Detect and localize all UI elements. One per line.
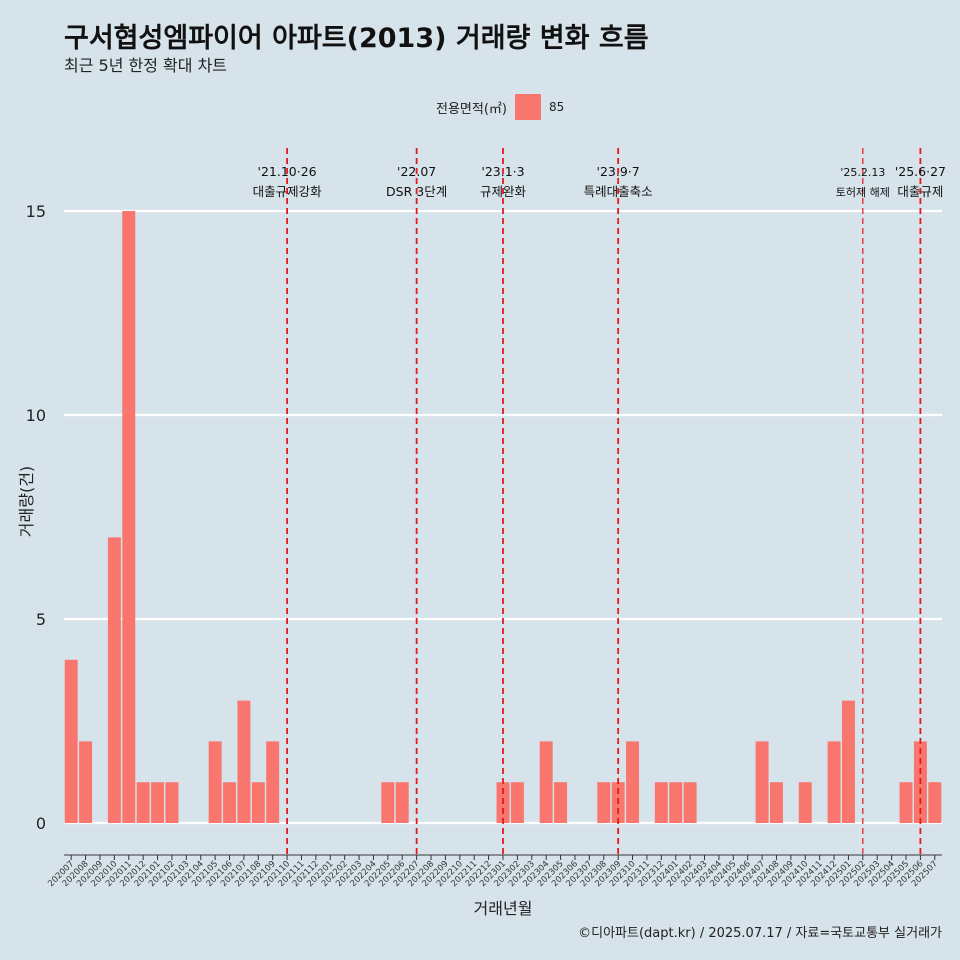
bar [510, 782, 524, 823]
event-date-label: '25.2.13 [840, 166, 885, 179]
bar [266, 741, 280, 823]
event-date-label: '21.10·26 [258, 164, 317, 179]
event-date-label: '23.9·7 [597, 164, 640, 179]
y-tick-label: 15 [26, 202, 46, 221]
bar [151, 782, 165, 823]
source-caption: ©디아파트(dapt.kr) / 2025.07.17 / 자료=국토교통부 실… [578, 926, 942, 941]
bar [755, 741, 769, 823]
bar [554, 782, 568, 823]
bar [654, 782, 668, 823]
bar [223, 782, 237, 823]
y-tick-label: 10 [26, 406, 46, 425]
event-date-label: '22.07 [397, 164, 436, 179]
event-label: 대출규제강화 [253, 184, 323, 199]
y-tick-label: 5 [36, 610, 46, 629]
event-date-label: '23.1·3 [481, 164, 524, 179]
chart-subtitle: 최근 5년 한정 확대 차트 [64, 56, 228, 75]
event-label: 토허제 해제 [836, 185, 890, 199]
bar [237, 700, 251, 823]
bar [539, 741, 553, 823]
event-date-label: '25.6·27 [895, 164, 946, 179]
bar [899, 782, 913, 823]
event-label: 대출규제 [897, 184, 943, 199]
bar [669, 782, 683, 823]
bar [841, 700, 855, 823]
legend-swatch [514, 94, 541, 120]
y-tick-label: 0 [36, 814, 46, 833]
y-axis-title: 거래량(건) [17, 466, 36, 537]
event-label: DSR 3단계 [386, 184, 447, 199]
x-axis-title: 거래년월 [474, 899, 533, 918]
bar [165, 782, 179, 823]
bar [928, 782, 942, 823]
chart-title: 구서협성엠파이어 아파트(2013) 거래량 변화 흐름 [64, 23, 649, 54]
bar [64, 659, 78, 823]
bar [769, 782, 783, 823]
bar [597, 782, 611, 823]
bar [208, 741, 222, 823]
bar [798, 782, 812, 823]
bar [395, 782, 409, 823]
bar [381, 782, 395, 823]
bar [79, 741, 93, 823]
event-label: 규제완화 [480, 184, 527, 199]
bar [251, 782, 265, 823]
legend: 전용면적(㎡) 85 [436, 94, 564, 120]
bar [683, 782, 697, 823]
event-label: 특례대출축소 [584, 184, 653, 199]
bar [107, 537, 121, 823]
bar [122, 211, 136, 823]
bar [626, 741, 640, 823]
legend-item-label: 85 [548, 100, 565, 114]
bar [827, 741, 841, 823]
bar [136, 782, 150, 823]
legend-title: 전용면적(㎡) [436, 101, 507, 117]
